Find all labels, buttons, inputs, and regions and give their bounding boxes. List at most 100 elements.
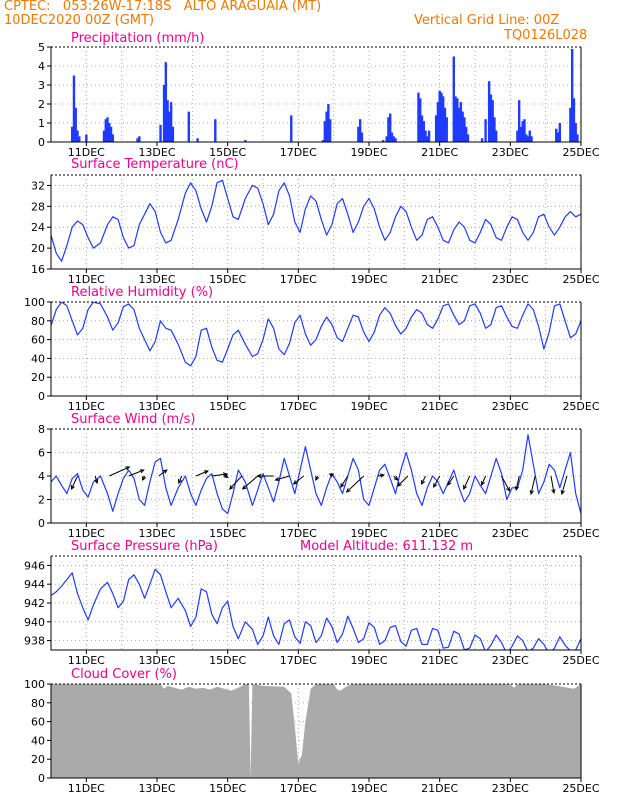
precip-bar bbox=[244, 140, 247, 142]
precip-bar bbox=[394, 138, 397, 142]
wind-vector-arrow bbox=[340, 475, 349, 488]
x-tick-label: 17DEC bbox=[280, 146, 317, 159]
x-tick-label: 21DEC bbox=[421, 400, 458, 413]
x-tick-label: 23DEC bbox=[492, 273, 529, 286]
x-tick-label: 21DEC bbox=[421, 273, 458, 286]
x-tick-label: 19DEC bbox=[350, 527, 387, 540]
x-tick-label: 23DEC bbox=[492, 146, 529, 159]
precip-bar bbox=[420, 115, 424, 142]
temperature-title: Surface Temperature (nC) bbox=[71, 157, 239, 172]
precip-bar bbox=[389, 113, 392, 142]
x-tick-label: 23DEC bbox=[492, 654, 529, 667]
y-tick-label: 28 bbox=[31, 200, 45, 213]
x-tick-label: 23DEC bbox=[492, 400, 529, 413]
y-tick-label: 40 bbox=[31, 734, 45, 747]
precip-bar bbox=[457, 107, 461, 142]
precip-bar bbox=[516, 130, 519, 142]
precip-bar bbox=[426, 136, 429, 142]
wind-vector-arrow bbox=[195, 470, 209, 477]
x-tick-label: 25DEC bbox=[562, 273, 599, 286]
wind-vector-arrow bbox=[158, 469, 168, 477]
precip-bar bbox=[456, 98, 459, 142]
precip-bar bbox=[111, 134, 115, 142]
wind-vector-arrow bbox=[315, 475, 320, 482]
precipitation-title: Precipitation (mm/h) bbox=[71, 31, 204, 46]
precip-bar bbox=[214, 119, 217, 142]
precip-bar bbox=[385, 136, 388, 142]
x-tick-label: 25DEC bbox=[562, 527, 599, 540]
wind-vector-arrow bbox=[292, 475, 304, 485]
precip-bar bbox=[419, 98, 422, 142]
precip-bar bbox=[323, 121, 327, 142]
y-tick-label: 20 bbox=[31, 371, 45, 384]
wind-vector-arrow bbox=[345, 475, 365, 493]
x-tick-label: 15DEC bbox=[209, 400, 246, 413]
y-tick-label: 0 bbox=[38, 136, 45, 149]
panel-frame bbox=[50, 429, 582, 524]
y-tick-label: 80 bbox=[31, 697, 45, 710]
precip-bar bbox=[445, 117, 448, 142]
humidity-series-line bbox=[51, 302, 581, 367]
y-tick-label: 946 bbox=[24, 559, 45, 572]
y-tick-label: 1 bbox=[38, 117, 45, 130]
y-tick-label: 60 bbox=[31, 334, 45, 347]
precip-bar bbox=[290, 115, 293, 142]
precip-bar bbox=[171, 126, 175, 142]
precip-bar bbox=[85, 134, 88, 142]
x-tick-label: 15DEC bbox=[209, 782, 246, 795]
y-tick-label: 940 bbox=[24, 616, 45, 629]
wind-vector-arrow bbox=[377, 473, 385, 478]
y-tick-label: 5 bbox=[38, 41, 45, 54]
precip-bar bbox=[422, 121, 425, 142]
x-tick-label: 11DEC bbox=[68, 273, 105, 286]
y-tick-label: 24 bbox=[31, 221, 45, 234]
wind-vector-arrow bbox=[463, 475, 471, 491]
precip-bar bbox=[576, 134, 579, 142]
wind-vector-arrow bbox=[94, 475, 99, 485]
precip-bar bbox=[480, 138, 484, 142]
precip-bar bbox=[459, 102, 463, 142]
x-tick-label: 13DEC bbox=[138, 654, 175, 667]
precip-bar bbox=[325, 111, 328, 142]
precip-bar bbox=[74, 107, 77, 142]
temperature-series-line bbox=[51, 179, 581, 262]
x-tick-label: 19DEC bbox=[350, 146, 387, 159]
precipitation-panel: 0 1 2 3 4 5 11DEC 13DEC 15DEC 17DEC 19DEC 21DEC 23DE… bbox=[38, 31, 600, 159]
pressure-title: Surface Pressure (hPa) bbox=[71, 539, 218, 554]
precip-bar bbox=[360, 132, 364, 142]
precip-bar bbox=[461, 111, 464, 142]
x-tick-label: 21DEC bbox=[421, 782, 458, 795]
cloud-cover-area bbox=[51, 684, 581, 778]
panel-frame bbox=[50, 684, 582, 779]
x-tick-label: 17DEC bbox=[280, 527, 317, 540]
x-tick-label: 17DEC bbox=[280, 782, 317, 795]
precip-bar bbox=[78, 136, 81, 142]
x-tick-label: 15DEC bbox=[209, 146, 246, 159]
wind-vector-arrow bbox=[501, 475, 511, 493]
x-tick-label: 11DEC bbox=[68, 782, 105, 795]
precip-bar bbox=[196, 138, 199, 142]
y-tick-label: 0 bbox=[38, 517, 45, 530]
x-tick-label: 15DEC bbox=[209, 273, 246, 286]
y-tick-label: 3 bbox=[38, 79, 45, 92]
y-tick-label: 0 bbox=[38, 390, 45, 403]
wind-vector-arrow bbox=[550, 475, 556, 495]
header-code: TQ0126L028 bbox=[504, 28, 588, 43]
precip-bar bbox=[387, 117, 390, 142]
x-tick-label: 23DEC bbox=[492, 782, 529, 795]
x-tick-label: 11DEC bbox=[68, 146, 105, 159]
precip-bar bbox=[530, 136, 533, 142]
precip-bar bbox=[169, 102, 173, 142]
x-tick-label: 13DEC bbox=[138, 527, 175, 540]
y-tick-label: 32 bbox=[31, 179, 45, 192]
x-tick-label: 21DEC bbox=[421, 146, 458, 159]
y-tick-label: 2 bbox=[38, 494, 45, 507]
wind-panel: 0 2 4 6 8 11DEC 13DEC 15DEC 17DEC 19DEC 21DEC 23DEC… bbox=[38, 412, 600, 540]
x-tick-label: 13DEC bbox=[138, 273, 175, 286]
wind-vector-arrow bbox=[480, 475, 487, 487]
header-station-line: CPTEC: 053:26W-17:18S ALTO ARAGUAIA (MT) bbox=[4, 0, 322, 14]
precip-bar bbox=[327, 104, 330, 142]
wind-vector-arrow bbox=[142, 475, 147, 482]
x-tick-label: 15DEC bbox=[209, 654, 246, 667]
wind-vector-arrow bbox=[560, 475, 568, 496]
